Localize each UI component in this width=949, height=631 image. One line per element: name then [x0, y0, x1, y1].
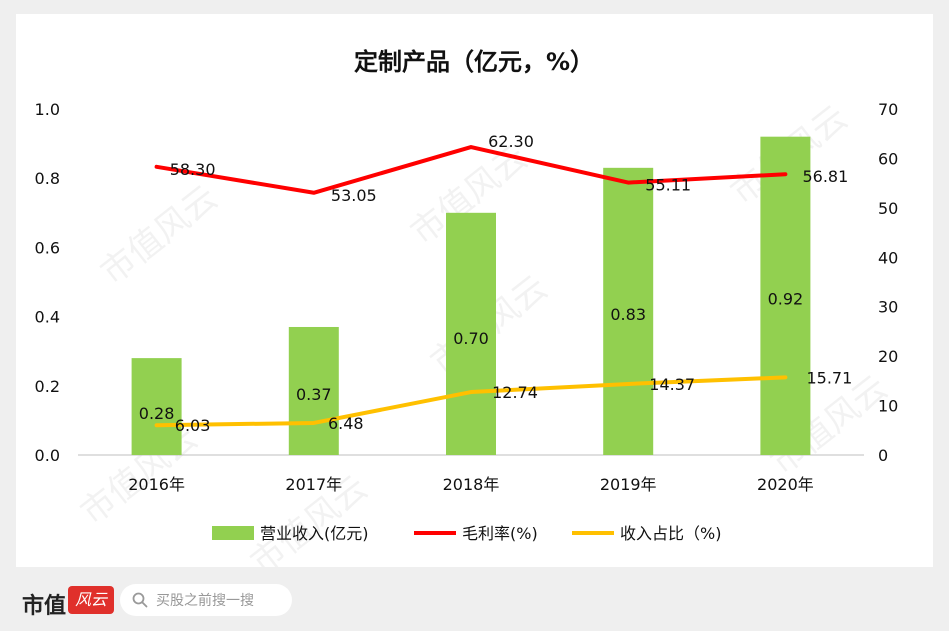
y-right-tick-label: 40	[878, 248, 898, 267]
x-tick-label: 2016年	[128, 475, 185, 494]
line-margin-data-label: 58.30	[170, 160, 216, 179]
y-left-tick-label: 0.2	[35, 377, 60, 396]
line-share-data-label: 6.48	[328, 414, 364, 433]
y-right-tick-label: 0	[878, 446, 888, 465]
search-placeholder: 买股之前搜一搜	[156, 593, 254, 609]
bar-data-label: 0.28	[139, 404, 175, 423]
line-series-share	[154, 375, 788, 428]
brand-logo-mark: 风云	[68, 586, 114, 614]
y-left-tick-label: 0.8	[35, 169, 60, 188]
search-box[interactable]: 买股之前搜一搜	[120, 584, 292, 616]
line-margin-data-label: 55.11	[645, 176, 691, 195]
bar	[131, 358, 182, 455]
line-share-data-label: 6.03	[175, 416, 211, 435]
y-right-tick-label: 20	[878, 347, 898, 366]
line-share-data-label: 14.37	[649, 375, 695, 394]
legend-swatch-bar	[212, 526, 254, 540]
x-tick-label: 2018年	[443, 475, 500, 494]
bar	[446, 212, 496, 455]
bar-data-label: 0.37	[296, 385, 332, 404]
legend-label-bar: 营业收入(亿元)	[260, 524, 369, 543]
search-icon	[132, 592, 148, 608]
y-left-tick-label: 0.6	[35, 238, 60, 257]
x-tick-label: 2019年	[600, 475, 657, 494]
y-right-tick-label: 60	[878, 149, 898, 168]
y-right-tick-label: 50	[878, 199, 898, 218]
y-right-tick-label: 10	[878, 397, 898, 416]
y-left-tick-label: 0.4	[35, 308, 60, 327]
legend-label-margin: 毛利率(%)	[462, 524, 538, 543]
brand-logo-text: 市值	[22, 593, 67, 619]
chart: 市值风云市值风云市值风云市值风云市值风云市值风云市值风云定制产品（亿元，%）0.…	[35, 48, 899, 583]
chart-card: 市值风云市值风云市值风云市值风云市值风云市值风云市值风云定制产品（亿元，%）0.…	[16, 14, 933, 583]
line-margin-data-label: 62.30	[488, 132, 534, 151]
watermark-text: 市值风云	[93, 178, 225, 293]
line-margin-data-label: 53.05	[331, 186, 377, 205]
bar-data-label: 0.83	[610, 305, 646, 324]
y-left-tick-label: 0.0	[35, 446, 60, 465]
footer-bar: 市值 风云 买股之前搜一搜	[0, 572, 949, 631]
legend-label-share: 收入占比（%)	[620, 524, 721, 543]
y-right-tick-label: 30	[878, 298, 898, 317]
x-tick-label: 2020年	[757, 475, 814, 494]
line-margin-data-label: 56.81	[802, 167, 848, 186]
x-tick-label: 2017年	[285, 475, 342, 494]
line-share-data-label: 12.74	[492, 383, 538, 402]
line-share-data-label: 15.71	[806, 368, 852, 387]
y-right-tick-label: 70	[878, 100, 898, 119]
y-left-tick-label: 1.0	[35, 100, 60, 119]
bar-data-label: 0.92	[768, 290, 804, 309]
chart-title: 定制产品（亿元，%）	[354, 48, 594, 76]
bar	[760, 136, 811, 455]
bar	[603, 167, 654, 455]
line-series-margin	[154, 145, 788, 195]
bar-data-label: 0.70	[453, 329, 489, 348]
bar	[288, 326, 339, 455]
